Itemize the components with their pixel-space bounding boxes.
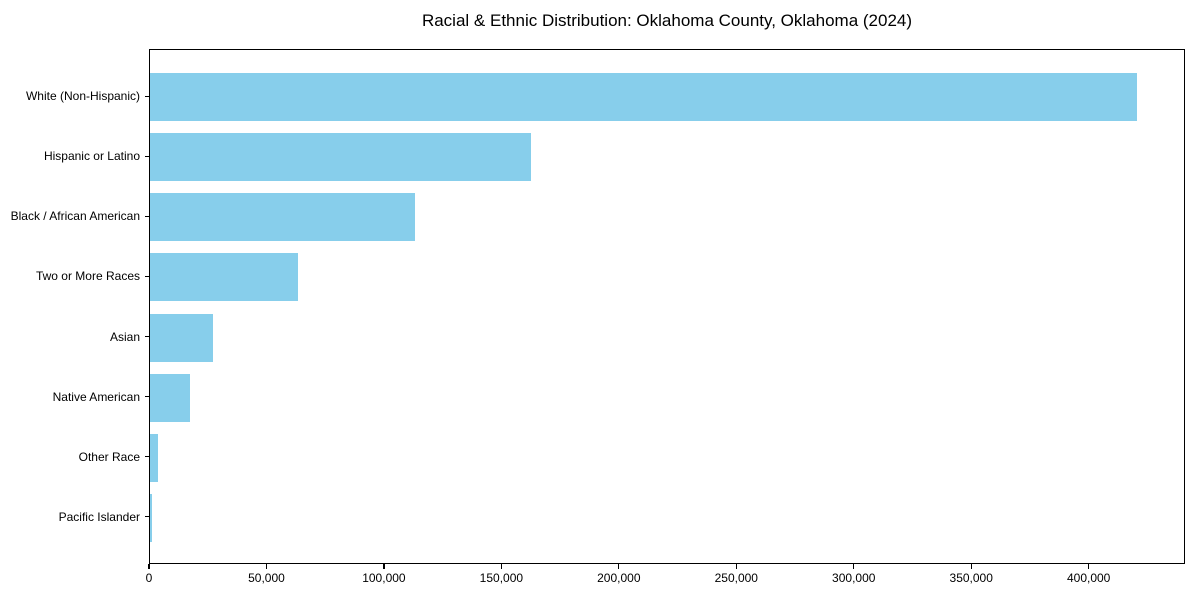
- y-tick-label-hispanic-or-latino: Hispanic or Latino: [43, 149, 140, 164]
- x-tick-mark: [265, 564, 268, 569]
- y-tick-label-other-race: Other Race: [78, 449, 140, 464]
- x-tick-mark: [500, 564, 503, 569]
- x-tick-label-400000: 400,000: [1066, 571, 1111, 585]
- x-tick-mark: [853, 564, 855, 569]
- x-tick-label-250000: 250,000: [714, 571, 758, 585]
- y-tick-mark: [144, 155, 149, 158]
- y-tick-mark: [144, 515, 149, 518]
- y-tick-label-asian: Asian: [109, 329, 140, 344]
- bar-two-or-more-races: [150, 253, 298, 302]
- y-tick-mark: [144, 395, 149, 398]
- bar-hispanic-or-latino: [150, 133, 531, 182]
- y-tick-label-pacific-islander: Pacific Islander: [58, 509, 140, 524]
- x-tick-mark: [383, 564, 385, 569]
- plot-area: [149, 49, 1185, 564]
- bar-native-american: [150, 373, 190, 422]
- x-tick-label-50000: 50,000: [248, 571, 285, 585]
- x-tick-mark: [148, 564, 150, 569]
- y-tick-mark: [144, 215, 149, 218]
- y-tick-label-white-non-hispanic: White (Non-Hispanic): [25, 89, 140, 104]
- bar-black-african-american: [150, 193, 416, 242]
- bar-pacific-islander: [150, 493, 152, 542]
- y-tick-label-native-american: Native American: [52, 389, 140, 404]
- x-tick-mark: [1088, 564, 1090, 569]
- x-tick-label-300000: 300,000: [832, 571, 876, 585]
- chart-title: Racial & Ethnic Distribution: Oklahoma C…: [421, 11, 913, 30]
- x-tick-label-200000: 200,000: [597, 571, 641, 585]
- y-tick-mark: [144, 275, 149, 278]
- y-tick-mark: [144, 95, 149, 98]
- bar-asian: [150, 313, 213, 362]
- x-tick-mark: [618, 564, 620, 569]
- y-tick-mark: [144, 455, 149, 458]
- bar-white-non-hispanic: [150, 73, 1137, 122]
- x-tick-label-0: 0: [145, 571, 153, 585]
- x-tick-label-100000: 100,000: [362, 571, 406, 585]
- x-tick-mark: [735, 564, 737, 569]
- bar-other-race: [150, 433, 158, 482]
- y-tick-label-black-african-american: Black / African American: [10, 209, 140, 224]
- x-tick-mark: [970, 564, 972, 569]
- y-tick-label-two-or-more-races: Two or More Races: [35, 269, 140, 284]
- x-tick-label-150000: 150,000: [479, 571, 524, 585]
- x-tick-label-350000: 350,000: [949, 571, 993, 585]
- y-tick-mark: [144, 335, 149, 338]
